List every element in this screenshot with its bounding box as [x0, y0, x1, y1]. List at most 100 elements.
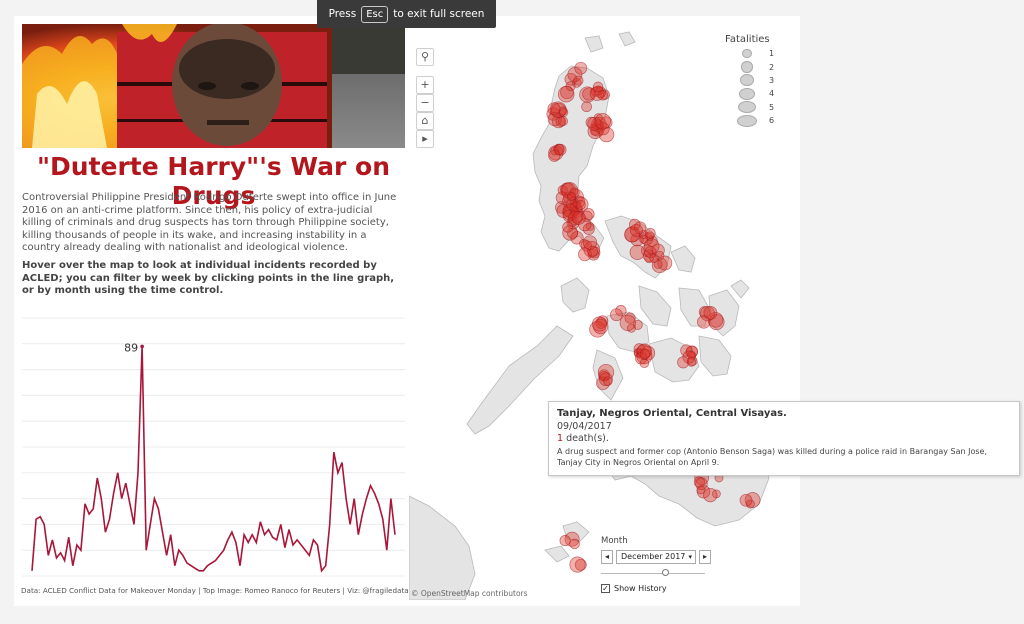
map-search-button[interactable]: ⚲ — [416, 48, 434, 66]
incident-point[interactable] — [587, 245, 598, 257]
incident-point[interactable] — [571, 211, 586, 225]
incident-point[interactable] — [680, 344, 693, 357]
incident-point[interactable] — [629, 223, 643, 237]
incident-point[interactable] — [739, 493, 753, 507]
incident-point[interactable] — [693, 476, 705, 488]
incident-point[interactable] — [619, 314, 636, 331]
incident-point[interactable] — [564, 531, 580, 547]
home-icon: ⌂ — [421, 114, 429, 127]
slider-track — [601, 573, 705, 574]
checkbox[interactable]: ✓ — [601, 584, 610, 593]
legend-item: 1 — [725, 47, 787, 60]
month-slider[interactable] — [601, 568, 705, 578]
philippines-map[interactable]: ⚲ + − ⌂ ▸ Fatalities 1 2 3 4 5 6 Month ◂ Dece… — [409, 26, 795, 600]
legend-size-circle — [739, 87, 755, 100]
incident-point[interactable] — [567, 191, 577, 201]
incident-point[interactable] — [555, 191, 569, 204]
search-icon: ⚲ — [420, 50, 430, 63]
legend-size-circle — [740, 74, 754, 87]
incident-point[interactable] — [558, 106, 568, 116]
fatalities-series-line[interactable] — [31, 346, 396, 573]
incident-point[interactable] — [610, 308, 623, 322]
legend-label: 5 — [769, 102, 775, 112]
legend-label: 6 — [769, 116, 775, 126]
incident-point[interactable] — [589, 86, 605, 101]
incident-point[interactable] — [574, 61, 588, 75]
slider-handle[interactable] — [662, 569, 670, 576]
incident-point[interactable] — [578, 247, 592, 262]
incident-point[interactable] — [639, 349, 651, 360]
show-history-label: Show History — [614, 584, 667, 593]
incident-point[interactable] — [570, 207, 580, 217]
incident-point[interactable] — [548, 149, 561, 162]
map-canvas[interactable] — [409, 26, 795, 600]
incident-point[interactable] — [581, 101, 592, 113]
pan-tool-button[interactable]: ▸ — [416, 130, 434, 148]
incident-point[interactable] — [624, 226, 641, 243]
incident-point[interactable] — [703, 306, 718, 320]
incident-point[interactable] — [561, 182, 579, 199]
incident-point[interactable] — [635, 352, 648, 365]
esc-key-badge: Esc — [361, 5, 389, 23]
instructions-text: Hover over the map to look at individual… — [22, 260, 395, 297]
incident-point[interactable] — [555, 116, 567, 127]
incident-point[interactable] — [629, 244, 645, 260]
legend-label: 2 — [769, 62, 775, 72]
incident-point[interactable] — [703, 487, 718, 503]
incident-point[interactable] — [562, 221, 574, 233]
incident-point[interactable] — [643, 238, 660, 254]
incident-point[interactable] — [568, 210, 583, 226]
incident-point[interactable] — [569, 556, 586, 573]
incident-point[interactable] — [559, 535, 571, 547]
incident-point[interactable] — [591, 316, 608, 332]
incident-point[interactable] — [597, 90, 608, 101]
map-attribution: © OpenStreetMap contributors — [411, 589, 528, 598]
show-history-toggle[interactable]: ✓ Show History — [601, 584, 741, 593]
peak-point[interactable] — [140, 344, 144, 349]
previous-month-button[interactable]: ◂ — [601, 550, 613, 564]
incident-point[interactable] — [547, 102, 561, 116]
incident-point[interactable] — [562, 225, 578, 241]
legend-item: 6 — [725, 114, 787, 127]
legend-size-circle — [738, 101, 756, 114]
incident-point[interactable] — [649, 253, 659, 263]
incident-point[interactable] — [597, 363, 615, 381]
home-button[interactable]: ⌂ — [416, 112, 434, 130]
tooltip-death-count: 1 — [557, 433, 564, 444]
incident-point[interactable] — [596, 315, 609, 327]
incident-point[interactable] — [633, 221, 647, 234]
tooltip-description: A drug suspect and former cop (Antonio B… — [557, 447, 988, 467]
incident-point[interactable] — [639, 358, 650, 369]
incident-point[interactable] — [557, 85, 575, 103]
tooltip-deaths: 1 death(s). — [557, 433, 1011, 444]
weekly-fatalities-line-chart[interactable]: 89 — [22, 312, 405, 578]
incident-point[interactable] — [651, 257, 668, 274]
incident-point[interactable] — [582, 235, 598, 250]
incident-point[interactable] — [592, 81, 604, 93]
incident-point[interactable] — [700, 306, 716, 322]
incident-point[interactable] — [582, 208, 595, 221]
zoom-out-button[interactable]: − — [416, 94, 434, 112]
incident-point[interactable] — [598, 126, 615, 143]
incident-point[interactable] — [569, 538, 580, 550]
month-dropdown[interactable]: December 2017 ▾ — [616, 550, 696, 564]
incident-point[interactable] — [644, 227, 656, 239]
incident-point[interactable] — [592, 318, 609, 335]
incident-point[interactable] — [574, 558, 587, 571]
zoom-in-button[interactable]: + — [416, 76, 434, 94]
incident-point[interactable] — [573, 75, 584, 86]
incident-point[interactable] — [707, 311, 724, 328]
incident-point[interactable] — [575, 200, 586, 210]
intro-text: Controversial Philippine President Rodri… — [22, 192, 397, 254]
incident-point[interactable] — [558, 116, 568, 127]
tooltip-death-label: death(s). — [563, 433, 609, 444]
incident-point[interactable] — [594, 113, 611, 130]
incident-point[interactable] — [603, 376, 613, 386]
next-month-button[interactable]: ▸ — [699, 550, 711, 564]
incident-point[interactable] — [686, 357, 697, 367]
incident-point[interactable] — [677, 356, 690, 369]
incident-point[interactable] — [696, 485, 706, 495]
incident-point[interactable] — [599, 372, 613, 387]
incident-point[interactable] — [624, 312, 636, 324]
incident-point[interactable] — [636, 343, 652, 359]
